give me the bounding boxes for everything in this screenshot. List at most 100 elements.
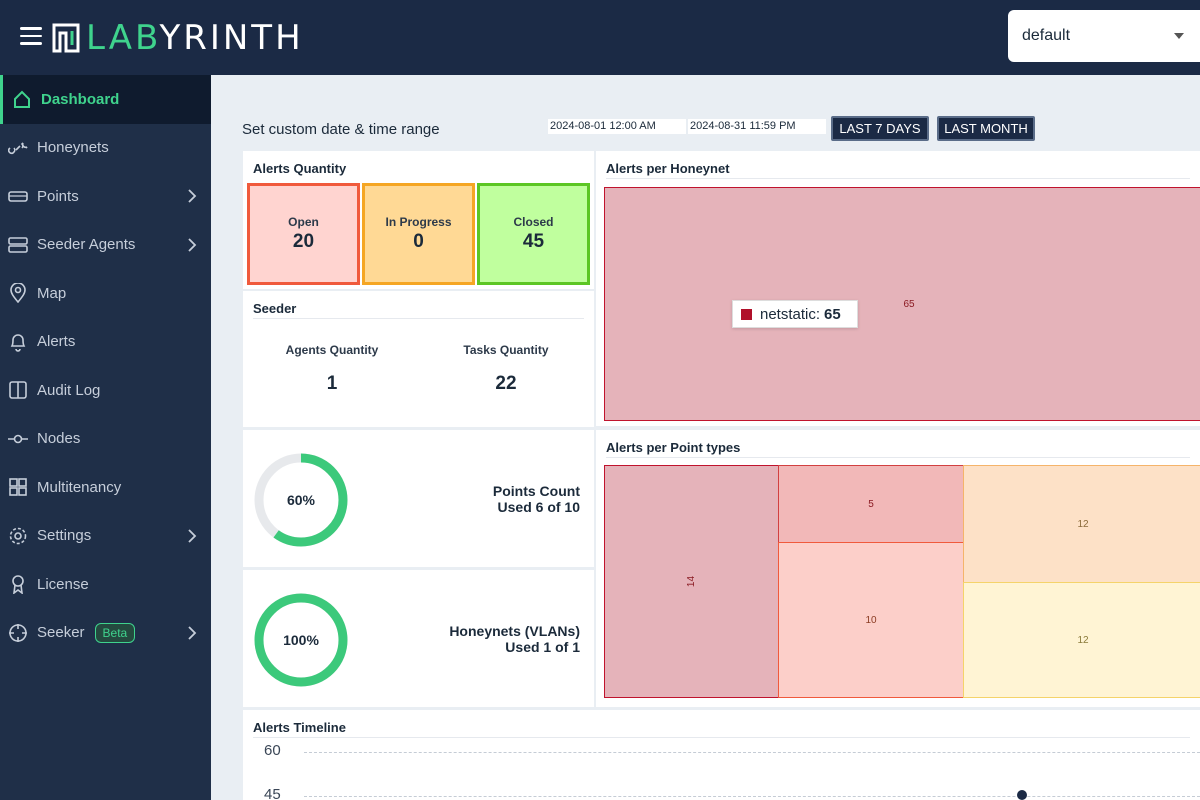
timeline-point[interactable] — [1017, 790, 1027, 800]
point-type-tile[interactable]: 5 — [778, 465, 964, 543]
server-icon — [8, 235, 28, 255]
alerts-per-honeynet-panel: Alerts per Honeynet 65 — [596, 151, 1200, 426]
logo-text: LABYRINTH — [86, 18, 304, 58]
alerts-quantity-panel: Alerts Quantity Open 20 In Progress 0 Cl… — [243, 151, 594, 289]
tooltip-name: netstatic: — [760, 305, 821, 323]
tenant-select[interactable]: default — [1008, 10, 1200, 62]
sidebar-item-nodes[interactable]: Nodes — [0, 415, 211, 464]
sidebar-item-label: Nodes — [37, 430, 81, 448]
tasks-quantity: Tasks Quantity 22 — [436, 343, 576, 395]
points-count-panel: 60% Points Count Used 6 of 10 — [243, 430, 594, 567]
beta-badge: Beta — [94, 622, 136, 643]
tooltip-value: 65 — [824, 305, 841, 323]
chevron-right-icon — [188, 189, 197, 203]
closed-count: 45 — [522, 231, 545, 252]
points-gauge — [254, 453, 348, 547]
tasks-quantity-label: Tasks Quantity — [463, 343, 549, 357]
sidebar-item-map[interactable]: Map — [0, 269, 211, 318]
sidebar-item-label: Multitenancy — [37, 478, 122, 496]
point-type-tile[interactable]: 14 — [604, 465, 779, 698]
sidebar-item-settings[interactable]: Settings — [0, 512, 211, 561]
sidebar-item-honeynets[interactable]: Honeynets — [0, 124, 211, 173]
honeynets-vlans-usage: Used 1 of 1 — [505, 639, 580, 655]
menu-icon[interactable] — [20, 27, 42, 45]
honeynets-percent: 100% — [283, 632, 319, 648]
divider — [253, 737, 1190, 738]
labyrinth-logo-icon — [52, 23, 80, 53]
chevron-right-icon — [188, 238, 197, 252]
sidebar-item-label: Alerts — [37, 333, 76, 351]
honeynet-tile-netstatic[interactable]: 65 — [604, 187, 1200, 421]
divider — [253, 318, 584, 319]
sidebar-item-label: Settings — [37, 527, 92, 545]
honeynets-gauge — [254, 593, 348, 687]
closed-label: Closed — [513, 215, 554, 229]
sidebar-item-dashboard[interactable]: Dashboard — [0, 75, 211, 124]
agents-quantity: Agents Quantity 1 — [262, 343, 402, 395]
in-progress-count: 0 — [413, 231, 424, 252]
point-type-tile[interactable]: 12 — [963, 465, 1200, 583]
point-type-tile[interactable]: 12 — [963, 582, 1200, 698]
sidebar-item-label: Seeker — [37, 624, 85, 642]
in-progress-label: In Progress — [385, 215, 452, 229]
columns-icon — [8, 380, 28, 400]
sidebar-item-alerts[interactable]: Alerts — [0, 318, 211, 367]
sidebar-item-points[interactable]: Points — [0, 172, 211, 221]
alerts-per-point-types-panel: Alerts per Point types 14 5 10 12 12 — [596, 430, 1200, 707]
panel-title: Alerts Timeline — [253, 720, 346, 735]
sidebar-item-license[interactable]: License — [0, 560, 211, 609]
chevron-right-icon — [188, 529, 197, 543]
sidebar-item-seeder-agents[interactable]: Seeder Agents — [0, 221, 211, 270]
alerts-timeline-panel: Alerts Timeline 60 45 — [243, 710, 1200, 800]
point-type-tile[interactable]: 10 — [778, 542, 964, 698]
open-label: Open — [288, 215, 319, 229]
panel-title: Alerts per Point types — [606, 440, 741, 455]
award-icon — [8, 574, 28, 595]
map-pin-icon — [8, 283, 28, 304]
last-7-days-button[interactable]: LAST 7 DAYS — [831, 116, 929, 141]
home-icon — [12, 89, 32, 109]
sidebar-item-multitenancy[interactable]: Multitenancy — [0, 463, 211, 512]
honeynets-caption: Honeynets (VLANs) Used 1 of 1 — [449, 623, 580, 655]
sidebar-item-label: Audit Log — [37, 381, 101, 399]
end-date-input[interactable]: 2024-08-31 11:59 PM — [688, 119, 826, 134]
app-logo[interactable]: LABYRINTH — [52, 18, 304, 58]
points-count-title: Points Count — [492, 483, 580, 499]
sidebar-item-seeker[interactable]: Seeker Beta — [0, 609, 211, 658]
sidebar-item-label: Map — [37, 284, 67, 302]
panel-title: Alerts Quantity — [253, 161, 347, 176]
last-month-button[interactable]: LAST MONTH — [937, 116, 1035, 141]
y-tick-label: 60 — [264, 742, 281, 759]
sidebar-item-label: License — [37, 575, 89, 593]
legend-swatch — [741, 308, 752, 320]
tenant-select-value: default — [1022, 27, 1071, 44]
start-date-input[interactable]: 2024-08-01 12:00 AM — [548, 119, 686, 134]
chevron-down-icon — [1174, 33, 1184, 39]
sidebar: Dashboard Honeynets Points Seeder Agents Map… — [0, 75, 211, 800]
gridline — [304, 796, 1200, 797]
top-bar: LABYRINTH default — [0, 0, 1200, 75]
panel-title: Seeder — [253, 301, 297, 316]
grid-icon — [8, 477, 28, 497]
main-content: Set custom date & time range 2024-08-01 … — [211, 75, 1200, 800]
points-percent: 60% — [286, 492, 316, 508]
sidebar-item-label: Dashboard — [41, 90, 120, 108]
date-range-label: Set custom date & time range — [242, 121, 440, 138]
open-alerts-card[interactable]: Open 20 — [247, 183, 360, 285]
honeynets-vlans-panel: 100% Honeynets (VLANs) Used 1 of 1 — [243, 570, 594, 707]
hard-drive-icon — [8, 186, 28, 206]
tasks-quantity-value: 22 — [495, 373, 517, 394]
link-icon — [8, 138, 28, 158]
agents-quantity-value: 1 — [326, 373, 338, 394]
closed-alerts-card[interactable]: Closed 45 — [477, 183, 590, 285]
sidebar-item-audit-log[interactable]: Audit Log — [0, 366, 211, 415]
points-count-usage: Used 6 of 10 — [497, 499, 580, 515]
divider — [606, 178, 1190, 179]
in-progress-alerts-card[interactable]: In Progress 0 — [362, 183, 475, 285]
honeynet-tooltip: netstatic: 65 — [732, 300, 858, 328]
open-count: 20 — [292, 231, 315, 252]
gear-icon — [8, 526, 28, 546]
chevron-right-icon — [188, 626, 197, 640]
honeynets-vlans-title: Honeynets (VLANs) — [449, 623, 580, 639]
sidebar-item-label: Points — [37, 187, 79, 205]
